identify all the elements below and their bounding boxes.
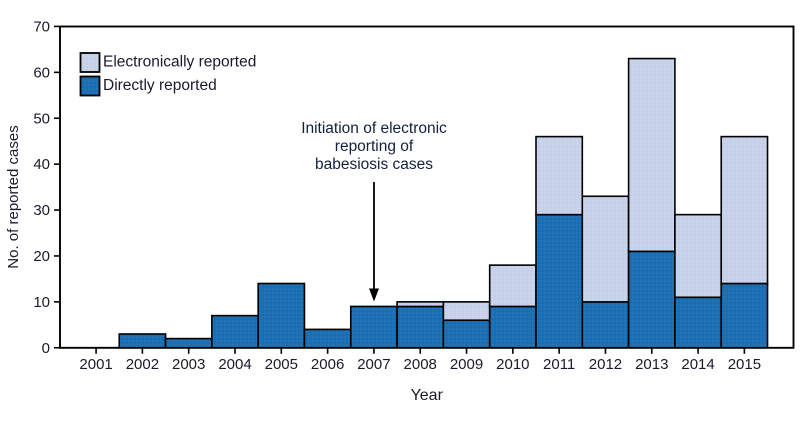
svg-text:reporting of: reporting of xyxy=(335,138,414,155)
svg-text:No. of reported cases: No. of reported cases xyxy=(5,125,22,268)
svg-text:2001: 2001 xyxy=(79,356,112,373)
svg-text:30: 30 xyxy=(33,202,50,219)
svg-text:Year: Year xyxy=(411,387,444,404)
svg-text:babesiosis cases: babesiosis cases xyxy=(315,156,433,173)
svg-text:70: 70 xyxy=(33,18,50,35)
svg-text:0: 0 xyxy=(42,340,50,357)
svg-text:2013: 2013 xyxy=(635,356,668,373)
svg-text:2003: 2003 xyxy=(172,356,205,373)
svg-text:2014: 2014 xyxy=(681,356,714,373)
svg-text:2015: 2015 xyxy=(728,356,761,373)
svg-text:2012: 2012 xyxy=(589,356,622,373)
svg-text:60: 60 xyxy=(33,64,50,81)
svg-text:50: 50 xyxy=(33,110,50,127)
svg-text:Initiation of electronic: Initiation of electronic xyxy=(301,120,447,137)
svg-text:2005: 2005 xyxy=(265,356,298,373)
svg-text:Electronically reported: Electronically reported xyxy=(103,54,256,71)
svg-text:2008: 2008 xyxy=(404,356,437,373)
svg-text:10: 10 xyxy=(33,294,50,311)
svg-text:2009: 2009 xyxy=(450,356,483,373)
svg-text:2007: 2007 xyxy=(357,356,390,373)
svg-text:2002: 2002 xyxy=(126,356,159,373)
svg-text:2010: 2010 xyxy=(496,356,529,373)
svg-text:2004: 2004 xyxy=(218,356,251,373)
svg-text:2006: 2006 xyxy=(311,356,344,373)
svg-text:2011: 2011 xyxy=(543,356,575,373)
svg-text:Directly reported: Directly reported xyxy=(103,77,217,94)
svg-text:20: 20 xyxy=(33,248,50,265)
svg-text:40: 40 xyxy=(33,156,50,173)
